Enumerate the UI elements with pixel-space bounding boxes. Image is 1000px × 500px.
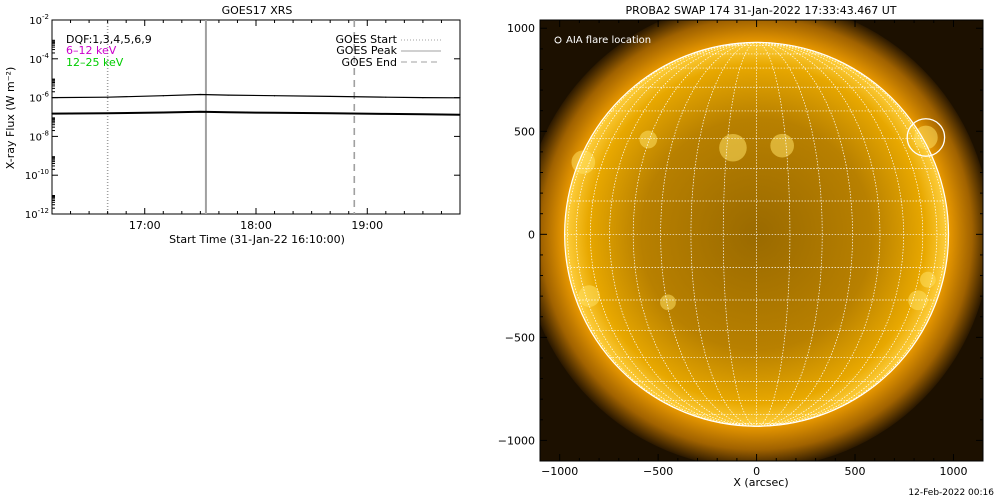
active-region-glow [660,294,676,311]
series-point-1 [422,113,424,115]
swap-chart-title: PROBA2 SWAP 174 31-Jan-2022 17:33:43.467… [625,4,896,17]
y-tick-exponent: -12 [38,207,49,215]
series-line-0 [51,93,461,99]
longitude-line [660,42,757,427]
solar-image-area: AIA flare location [540,20,983,461]
y-tick-label: 500 [514,125,535,138]
longitude-line [690,42,757,427]
longitude-line [756,42,937,427]
x-tick-label: 500 [845,465,866,478]
active-regions [571,125,938,311]
series-point-1 [273,112,276,114]
flare-legend-icon [554,36,562,44]
longitude-line [633,42,757,427]
solar-disk [564,42,949,427]
y-tick-label: 10-6 [29,91,49,105]
legend-series-high: 12–25 keV [66,56,124,69]
series-point-1 [227,111,229,113]
dqf-label: DQF:1,3,4,5,6,9 [66,33,152,46]
y-tick-exponent: -10 [38,168,49,176]
series-point-0 [107,96,109,98]
x-tick-label: 19:00 [351,219,383,232]
series-point-0 [422,97,424,99]
goes-xrs-chart: GOES17 XRS 10-12 10-10 10-8 10-6 10-4 10-2 17… [4,4,461,246]
longitude-line [590,42,757,427]
x-tick-label: −1000 [541,465,578,478]
goes-series-group [51,93,461,116]
series-point-1 [51,112,53,115]
longitude-line [756,42,853,427]
legend-series-low: 6–12 keV [66,44,117,57]
y-tick-label: 10-8 [29,129,49,143]
swap-plot-frame [539,19,984,462]
y-tick-label: −1000 [498,434,535,447]
x-tick-label: 17:00 [129,219,161,232]
image-background [540,20,983,461]
series-point-1 [385,113,387,115]
longitude-line [609,42,757,427]
goes-chart-title: GOES17 XRS [222,4,293,17]
y-tick-label: 0 [528,228,535,241]
swap-y-axis: −1000 −500 0 500 1000 [498,22,983,447]
y-tick-label: 10-10 [25,168,49,182]
heliographic-grid [564,42,949,427]
active-region-glow [908,290,928,311]
series-point-0 [385,96,387,98]
legend-goes-peak: GOES Peak [336,44,397,57]
x-tick-label: −500 [643,465,673,478]
active-region-glow [919,271,936,288]
longitude-line [756,42,904,427]
longitude-line [567,42,757,427]
longitude-line [756,42,791,427]
series-point-1 [107,112,109,114]
y-tick-exponent: -6 [42,91,50,99]
x-tick-label: 0 [753,465,760,478]
active-region-glow [571,150,596,175]
y-tick-exponent: -4 [42,52,50,60]
y-tick-label: 10-2 [29,13,49,27]
series-point-1 [459,114,461,116]
longitude-line [756,42,923,427]
y-tick-label: −500 [505,331,535,344]
longitude-line [756,42,880,427]
y-tick-label: 10-4 [29,52,49,66]
series-point-0 [199,93,201,96]
longitude-line [722,42,757,427]
series-point-1 [329,112,331,114]
longitude-line [756,42,946,427]
longitude-line [756,42,823,427]
goes-y-axis-label: X-ray Flux (W m⁻²) [4,67,17,169]
footer-timestamp: 12-Feb-2022 00:16 [908,488,994,498]
y-tick-label: 1000 [507,22,535,35]
series-point-1 [162,111,164,114]
series-point-0 [273,95,276,97]
goes-time-markers [106,20,356,214]
legend-goes-start: GOES Start [336,33,398,46]
series-point-0 [329,95,331,98]
series-line-1 [51,110,461,116]
goes-x-axis: 17:00 18:00 19:00 [51,20,461,232]
y-tick-label: 10-12 [25,207,49,221]
solar-limb [564,41,950,427]
x-tick-label: 18:00 [240,219,272,232]
flare-location-marker [906,118,946,157]
legend-goes-end: GOES End [341,56,397,69]
y-tick-exponent: -2 [42,13,49,21]
active-region-glow [719,133,747,162]
solar-corona [540,20,983,461]
active-region-glow [914,125,938,150]
goes-x-axis-label: Start Time (31-Jan-22 16:10:00) [169,233,345,246]
swap-x-axis: −1000 −500 0 500 1000 [541,20,967,478]
x-tick-label: 1000 [939,465,967,478]
y-tick-exponent: -8 [42,129,49,137]
series-point-0 [162,95,164,97]
series-point-0 [227,94,229,96]
longitude-line [576,42,757,427]
active-region-glow [639,130,658,149]
flare-legend-label: AIA flare location [566,35,651,46]
active-region-glow [578,285,601,307]
active-region-glow [770,133,794,158]
series-point-1 [199,111,201,113]
swap-x-axis-label: X (arcsec) [733,476,788,489]
